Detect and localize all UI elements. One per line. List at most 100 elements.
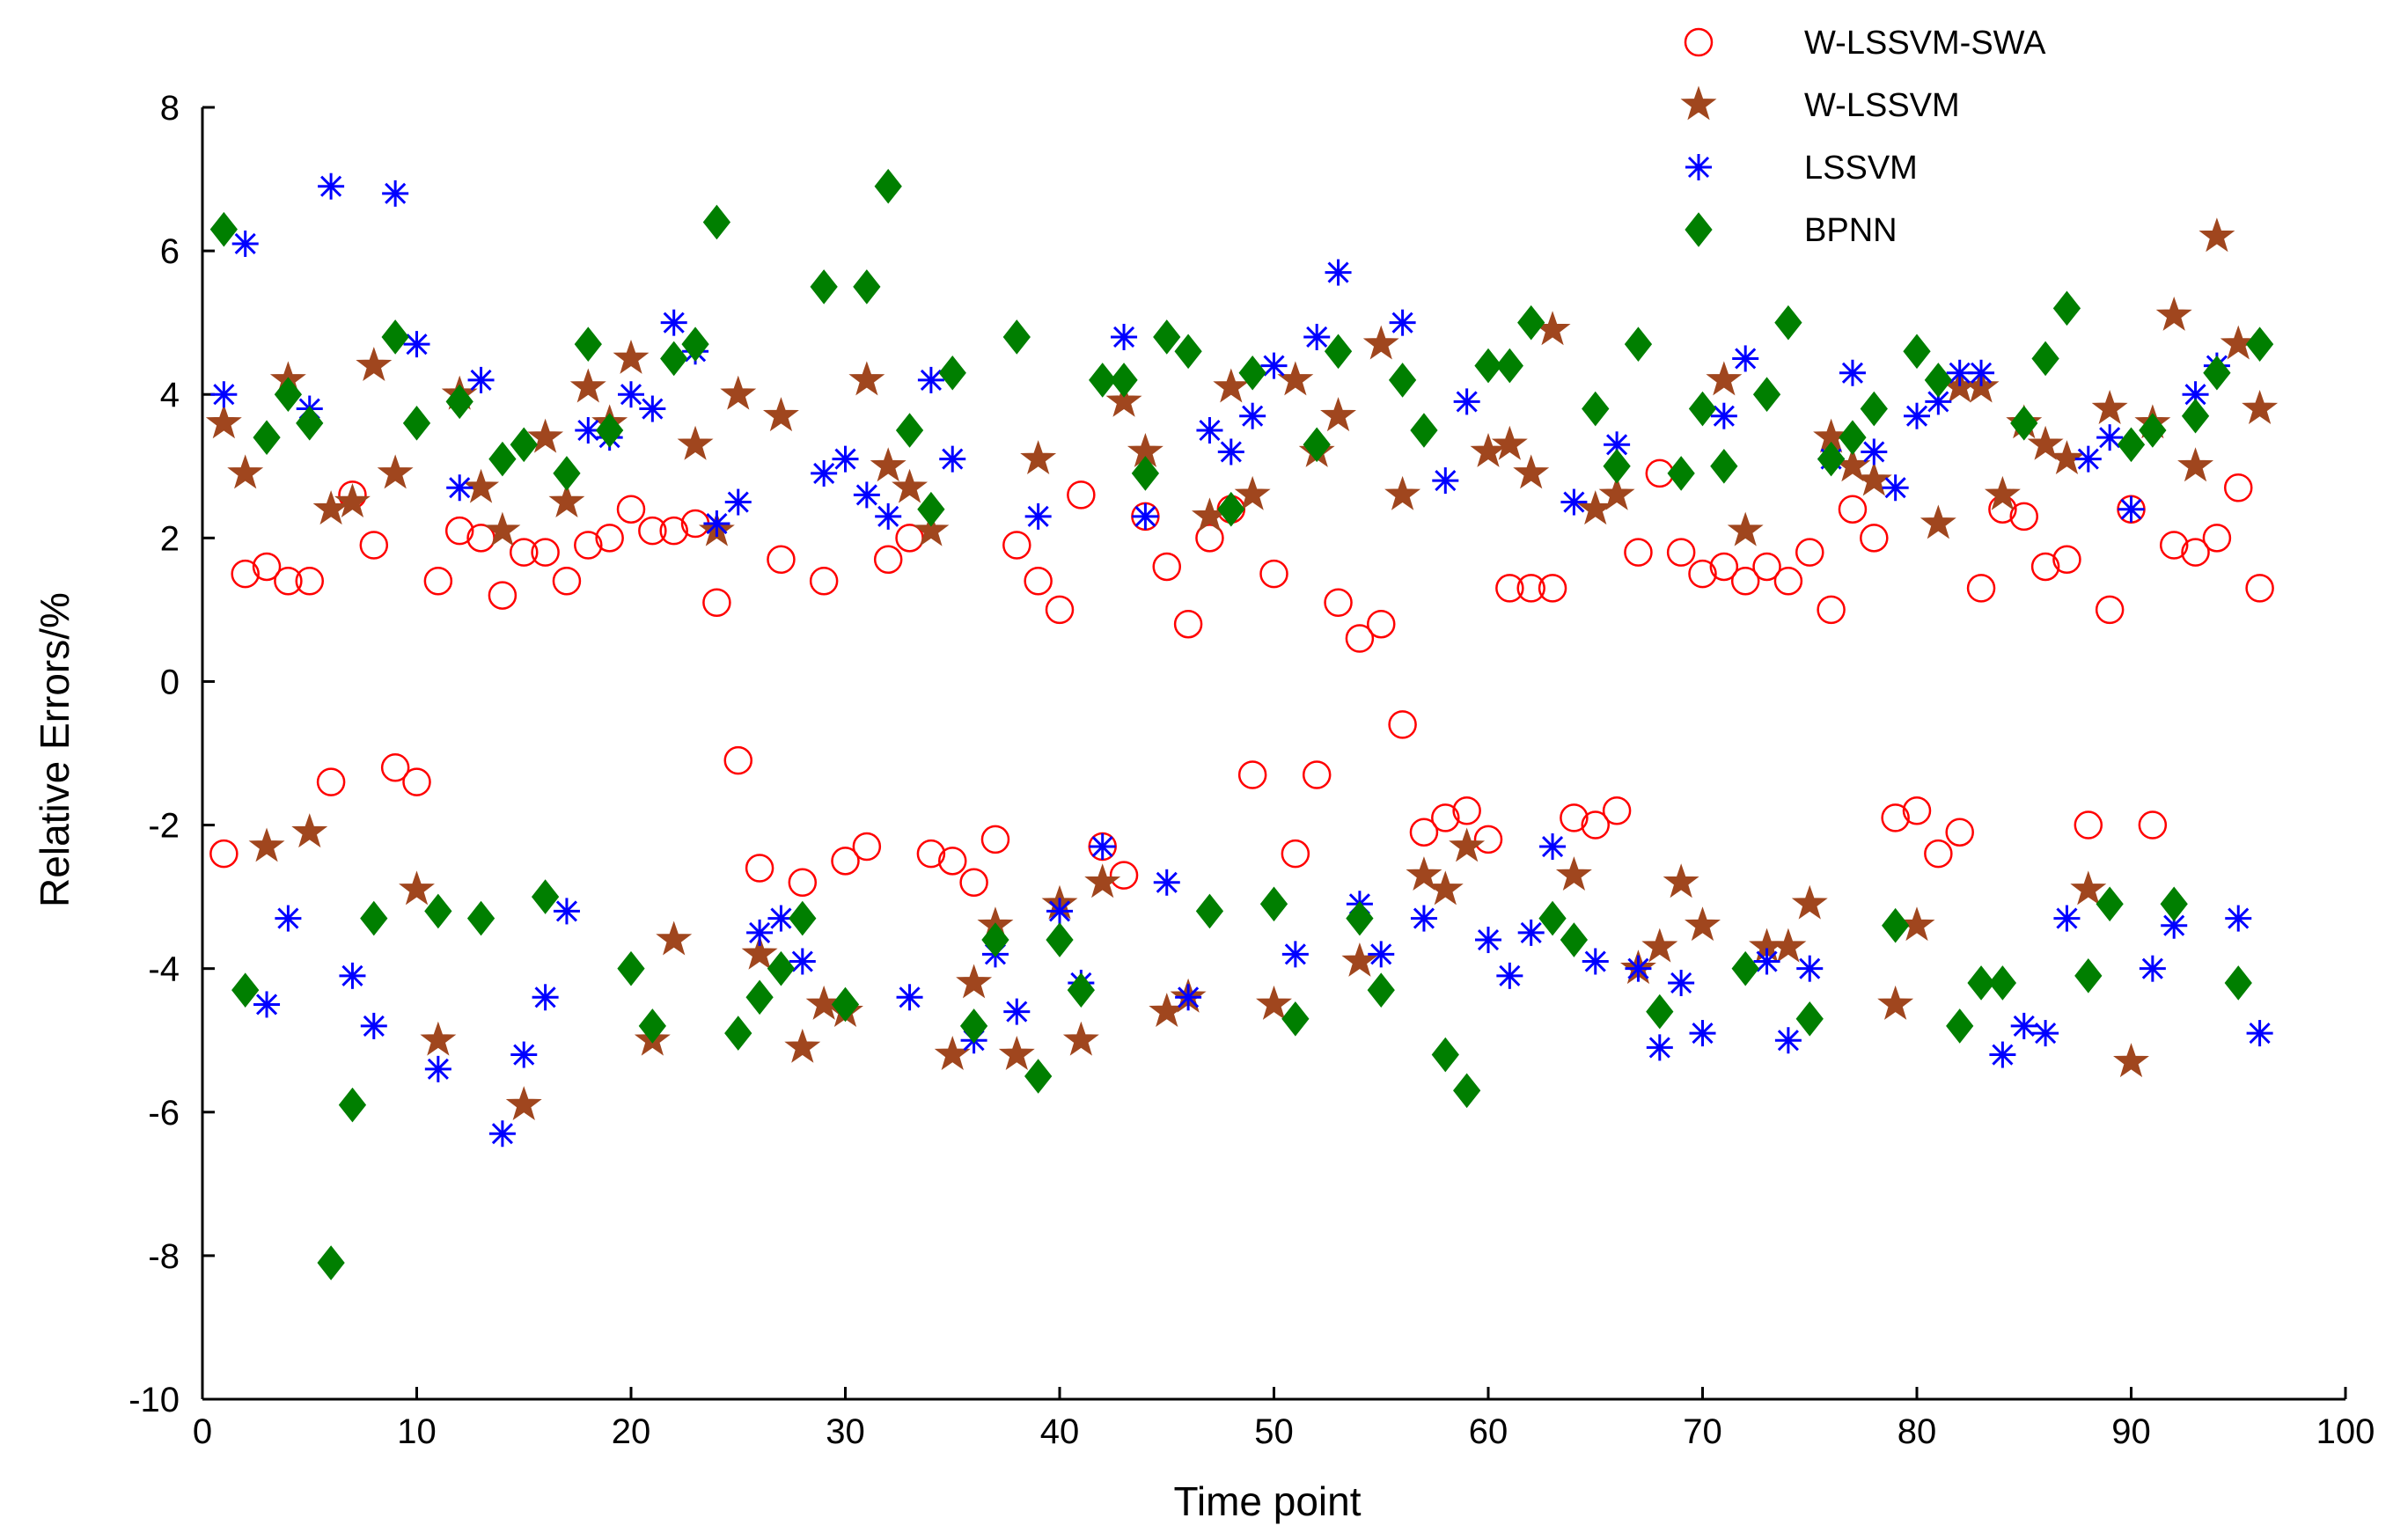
point-bpnn (1495, 348, 1523, 384)
point-bpnn (1367, 972, 1395, 1008)
legend-marker-lssvm (1685, 154, 1712, 180)
point-w-lssvm (1727, 511, 1764, 546)
point-w-lssvm-swa (638, 516, 667, 546)
point-w-lssvm-swa (2202, 524, 2232, 553)
point-bpnn (1174, 334, 1202, 370)
point-w-lssvm-swa (767, 545, 796, 575)
x-tick-label: 10 (397, 1412, 437, 1451)
point-bpnn (296, 406, 324, 441)
point-lssvm (1217, 438, 1244, 466)
point-w-lssvm (420, 1021, 457, 1056)
point-w-lssvm-swa (1431, 803, 1460, 832)
point-w-lssvm-swa (1516, 574, 1545, 603)
point-w-lssvm-swa (1409, 818, 1439, 847)
point-bpnn (2031, 341, 2059, 377)
point-w-lssvm (1770, 928, 1807, 963)
point-bpnn (1217, 491, 1245, 527)
point-w-lssvm (613, 339, 650, 374)
point-bpnn (2224, 965, 2252, 1001)
point-bpnn (831, 986, 860, 1023)
point-w-lssvm-swa (1109, 861, 1139, 890)
point-bpnn (1946, 1008, 1974, 1044)
point-lssvm (1774, 1027, 1802, 1054)
point-lssvm (2010, 1012, 2037, 1039)
point-bpnn (1024, 1059, 1053, 1094)
point-lssvm (275, 905, 302, 932)
point-w-lssvm-swa (231, 559, 260, 589)
point-w-lssvm (1513, 454, 1550, 489)
point-lssvm (1625, 955, 1652, 982)
point-w-lssvm (1384, 475, 1421, 510)
y-tick-label: -10 (128, 1381, 180, 1419)
point-bpnn (1731, 950, 1759, 986)
point-bpnn (660, 341, 688, 377)
point-w-lssvm-swa (916, 839, 946, 869)
point-lssvm (832, 445, 859, 473)
point-lssvm (1389, 309, 1416, 336)
point-w-lssvm-swa (295, 567, 324, 596)
point-lssvm (1260, 352, 1288, 379)
point-lssvm (639, 395, 666, 422)
point-bpnn (1839, 420, 1867, 455)
point-bpnn (231, 972, 260, 1008)
point-lssvm (446, 474, 473, 502)
point-lssvm (424, 1055, 451, 1082)
point-lssvm (1796, 955, 1824, 982)
point-bpnn (1067, 972, 1095, 1008)
point-w-lssvm-swa (1624, 538, 1653, 567)
point-w-lssvm (892, 468, 929, 503)
point-lssvm (318, 172, 345, 200)
point-w-lssvm-swa (2095, 595, 2125, 625)
point-lssvm (917, 366, 944, 393)
point-w-lssvm (312, 490, 349, 525)
point-w-lssvm-swa (616, 495, 646, 524)
point-w-lssvm-swa (873, 545, 903, 575)
point-bpnn (1431, 1037, 1459, 1073)
point-w-lssvm (2242, 390, 2279, 424)
point-w-lssvm (720, 375, 757, 410)
point-bpnn (338, 1087, 367, 1123)
axes: 0 10 20 30 40 50 60 70 80 90 100 -10 -8 -6 -4 -2 0 2 4 6 8 (128, 89, 2375, 1451)
point-bpnn (1474, 348, 1502, 384)
point-bpnn (1624, 326, 1653, 362)
point-w-lssvm-swa (2030, 552, 2060, 582)
point-bpnn (510, 427, 538, 463)
point-w-lssvm-swa (252, 552, 282, 582)
point-w-lssvm (2027, 425, 2064, 460)
point-lssvm (1132, 502, 1159, 530)
point-lssvm (1989, 1041, 2016, 1068)
point-w-lssvm (527, 418, 564, 453)
point-lssvm (339, 962, 366, 989)
point-bpnn (424, 893, 452, 929)
legend-label-lssvm: LSSVM (1804, 150, 1918, 187)
point-w-lssvm (399, 870, 435, 906)
point-bpnn (702, 204, 731, 240)
point-bpnn (253, 420, 281, 455)
point-lssvm (403, 331, 430, 358)
point-bpnn (874, 168, 902, 204)
point-w-lssvm-swa (1538, 574, 1567, 603)
point-bpnn (1195, 893, 1224, 929)
data-points (205, 168, 2279, 1280)
point-w-lssvm-swa (702, 588, 731, 617)
point-lssvm (1453, 388, 1480, 415)
point-bpnn (1582, 391, 1610, 427)
point-bpnn (553, 456, 581, 491)
point-w-lssvm (1020, 440, 1057, 475)
point-bpnn (1324, 334, 1353, 370)
point-w-lssvm (1105, 382, 1142, 417)
point-lssvm (1861, 438, 1888, 466)
point-w-lssvm (205, 404, 242, 439)
point-w-lssvm-swa (595, 524, 624, 553)
point-w-lssvm-swa (831, 847, 860, 876)
point-w-lssvm-swa (1924, 839, 1953, 869)
point-w-lssvm-swa (1237, 760, 1267, 789)
point-w-lssvm (377, 454, 414, 489)
point-lssvm (467, 366, 495, 393)
point-w-lssvm (784, 1028, 821, 1063)
point-w-lssvm-swa (1473, 825, 1503, 854)
point-lssvm (1710, 402, 1737, 429)
point-w-lssvm (291, 813, 328, 848)
point-bpnn (2245, 326, 2274, 362)
point-lssvm (811, 459, 838, 487)
